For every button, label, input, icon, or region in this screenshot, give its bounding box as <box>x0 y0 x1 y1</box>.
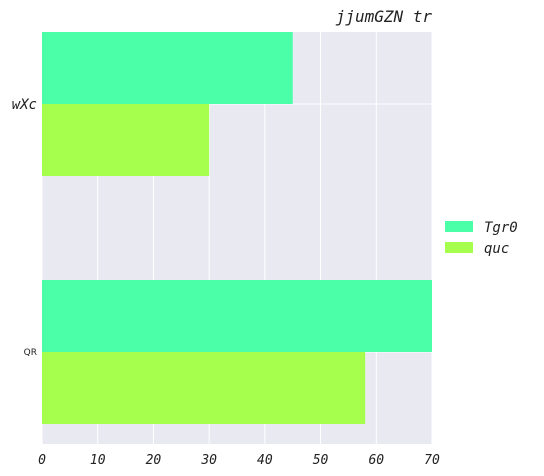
x-tick-label: 50 <box>313 453 329 468</box>
x-tick-label: 20 <box>146 453 162 468</box>
bar <box>42 280 432 352</box>
bars <box>42 32 432 424</box>
x-tick-label: 0 <box>38 453 46 468</box>
x-tick-label: 40 <box>257 453 273 468</box>
bar <box>42 32 293 104</box>
x-tick-label: 60 <box>368 453 384 468</box>
legend-label: quc <box>484 241 509 257</box>
y-tick-label: wXc <box>12 97 37 113</box>
y-tick-labels: wXc QR <box>12 97 37 358</box>
x-tick-label: 30 <box>200 453 217 468</box>
legend-swatch <box>445 242 473 253</box>
y-tick-label: QR <box>24 348 37 358</box>
bar <box>42 104 210 176</box>
bar <box>42 352 366 424</box>
x-tick-labels: 0 10 20 30 40 50 60 70 <box>38 453 440 468</box>
legend: Tgr0 quc <box>445 220 518 257</box>
legend-label: Tgr0 <box>484 220 518 236</box>
legend-swatch <box>445 221 473 232</box>
x-tick-label: 10 <box>90 453 106 468</box>
x-tick-label: 70 <box>424 453 440 468</box>
chart-title: jjumGZN tr <box>336 7 433 26</box>
